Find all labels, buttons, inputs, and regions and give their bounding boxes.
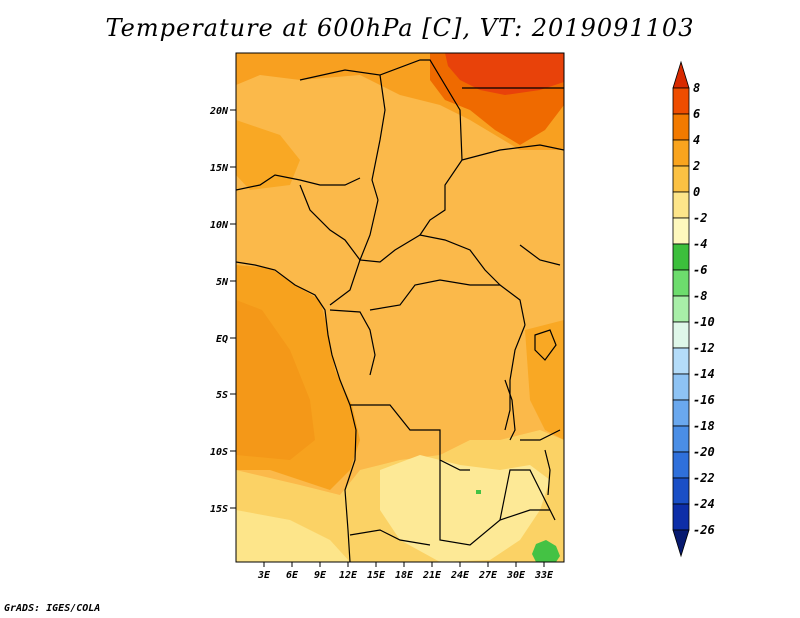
colorbar-swatch	[672, 399, 690, 427]
lon-label: 33E	[534, 570, 554, 581]
colorbar-label: 8	[693, 81, 700, 95]
border-angola-south	[349, 529, 431, 546]
colorbar-swatch	[672, 477, 690, 505]
colorbar: 8 6 4 2 0 -2 -4 -6 -8 -10 -12 -14 -16 -18 -20 -22 -24 -26	[672, 60, 715, 558]
cold-patch-southeast	[532, 540, 560, 562]
border-libya-east	[379, 59, 463, 161]
colorbar-label: 0	[693, 185, 700, 199]
colorbar-label: -4	[693, 237, 707, 251]
colorbar-label: 6	[693, 107, 700, 121]
border-tanzania	[520, 429, 561, 441]
colorbar-swatch	[672, 113, 690, 141]
colorbar-label: -22	[693, 471, 715, 485]
lon-label: 6E	[286, 570, 299, 581]
colorbar-swatch	[672, 373, 690, 401]
colorbar-label: -10	[693, 315, 715, 329]
colorbar-swatch	[672, 269, 690, 297]
colorbar-label: -24	[693, 497, 715, 511]
colorbar-swatch	[672, 321, 690, 349]
lat-label: 20N	[209, 106, 229, 117]
latitude-axis: 20N 15N 10N 5N EQ 5S 10S 15S	[209, 106, 236, 515]
lake-tanganyika	[504, 379, 516, 441]
colorbar-swatch	[672, 191, 690, 219]
colorbar-swatch	[672, 295, 690, 323]
border-angola-north	[350, 404, 470, 471]
lat-label: 10S	[210, 447, 228, 458]
border-congo-drc	[369, 279, 526, 326]
lon-label: 27E	[478, 570, 498, 581]
lake-victoria	[534, 329, 557, 361]
colorbar-swatch	[672, 165, 690, 193]
grads-credit: GrADS: IGES/COLA	[4, 603, 101, 614]
colorbar-label: 4	[693, 133, 700, 147]
lat-label: EQ	[216, 334, 228, 345]
map-title: Temperature at 600hPa [C], VT: 201909110…	[105, 14, 695, 42]
border-nigeria-cameroon	[299, 184, 361, 306]
border-mozambique	[499, 469, 556, 521]
border-zambia	[439, 460, 550, 546]
border-car-north	[359, 199, 501, 286]
lat-label: 5N	[216, 277, 229, 288]
border-ethiopia	[519, 244, 561, 266]
colorbar-swatch	[672, 243, 690, 271]
colorbar-label: -20	[693, 445, 715, 459]
ocean-west-band	[236, 300, 315, 460]
lon-label: 21E	[422, 570, 442, 581]
border-sudan-south	[461, 144, 564, 161]
longitude-axis: 3E 6E 9E 12E 15E 18E 21E 24E 27E 30E 33E	[257, 562, 554, 581]
colorbar-label: -14	[693, 367, 715, 381]
lat-label: 10N	[210, 220, 229, 231]
lat-label: 15S	[210, 504, 228, 515]
lon-label: 3E	[257, 570, 271, 581]
colorbar-swatch	[672, 87, 690, 115]
coastline-west	[236, 261, 357, 562]
border-cameroon-gabon	[329, 309, 376, 376]
cold-patch-small	[476, 490, 481, 494]
colorbar-swatch	[672, 425, 690, 453]
colorbar-swatch-bottom	[672, 529, 690, 558]
lon-label: 9E	[314, 570, 327, 581]
lat-label: 5S	[216, 390, 228, 401]
colorbar-label: -2	[693, 211, 707, 225]
temperature-field	[236, 53, 564, 562]
lon-label: 24E	[450, 570, 470, 581]
border-drc-east	[504, 324, 526, 431]
lon-label: 15E	[367, 570, 386, 581]
south-coolest-west	[236, 510, 350, 562]
colorbar-label: -12	[693, 341, 715, 355]
hottest-core	[445, 53, 564, 95]
lake-malawi	[544, 449, 551, 496]
border-sudan-chad	[419, 159, 463, 236]
north-west-warm-patch	[236, 120, 300, 190]
country-borders	[236, 59, 564, 562]
border-sahara-west	[236, 174, 361, 191]
colorbar-swatch	[672, 347, 690, 375]
colorbar-label: -16	[693, 393, 715, 407]
lat-label: 15N	[210, 163, 229, 174]
colorbar-label: -26	[693, 523, 715, 537]
map-frame	[235, 52, 565, 563]
colorbar-swatch	[672, 217, 690, 245]
colorbar-label: -6	[693, 263, 707, 277]
colorbar-swatch	[672, 503, 690, 531]
colorbar-label: -8	[693, 289, 707, 303]
lon-label: 30E	[506, 570, 526, 581]
colorbar-swatch	[672, 139, 690, 167]
colorbar-swatch	[672, 451, 690, 479]
lon-label: 18E	[395, 570, 414, 581]
border-niger-chad	[299, 69, 386, 201]
colorbar-label: 2	[692, 159, 700, 173]
colorbar-label: -18	[693, 419, 715, 433]
lon-label: 12E	[339, 570, 358, 581]
colorbar-swatch-top	[672, 60, 690, 89]
